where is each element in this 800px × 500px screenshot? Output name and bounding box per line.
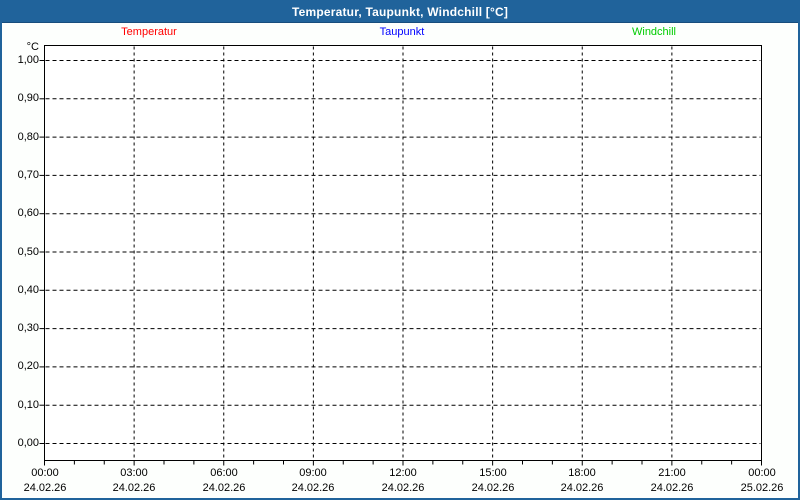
y-tick-label: 0,80 [17, 131, 39, 143]
y-tick-label: 0,10 [17, 399, 39, 411]
legend-windchill: Windchill [631, 26, 677, 38]
x-tick-time-label: 18:00 [568, 467, 596, 479]
x-tick-date-label: 24.02.26 [650, 482, 694, 494]
x-tick-time-label: 00:00 [748, 467, 776, 479]
x-tick-date-label: 24.02.26 [381, 482, 425, 494]
y-tick-label: 0,60 [17, 207, 39, 219]
y-tick-label: 0,90 [17, 92, 39, 104]
y-tick-label: 0,30 [17, 322, 39, 334]
window-title: Temperatur, Taupunkt, Windchill [°C] [291, 5, 509, 19]
x-tick-time-label: 15:00 [479, 467, 507, 479]
x-tick-date-label: 24.02.26 [471, 482, 515, 494]
x-tick-date-label: 24.02.26 [291, 482, 335, 494]
x-tick-date-label: 25.02.26 [740, 482, 784, 494]
y-tick-label: 1,00 [17, 54, 39, 66]
y-tick-label: 0,20 [17, 360, 39, 372]
x-tick-date-label: 24.02.26 [202, 482, 246, 494]
y-tick-label: 0,70 [17, 169, 39, 181]
x-tick-time-label: 03:00 [120, 467, 148, 479]
title-bar: Temperatur, Taupunkt, Windchill [°C] [2, 2, 798, 23]
y-tick-label: 0,00 [17, 437, 39, 449]
x-tick-time-label: 21:00 [658, 467, 686, 479]
y-tick-label: 0,50 [17, 246, 39, 258]
x-tick-time-label: 06:00 [210, 467, 238, 479]
legend-taupunkt: Taupunkt [379, 26, 425, 38]
y-tick-label: 0,40 [17, 284, 39, 296]
legend-temperatur: Temperatur [121, 26, 177, 38]
x-tick-time-label: 00:00 [31, 467, 59, 479]
x-tick-date-label: 24.02.26 [112, 482, 156, 494]
x-tick-time-label: 12:00 [389, 467, 417, 479]
y-axis-unit-label: °C [26, 41, 39, 53]
x-tick-date-label: 24.02.26 [23, 482, 67, 494]
x-tick-date-label: 24.02.26 [560, 482, 604, 494]
x-tick-time-label: 09:00 [299, 467, 327, 479]
